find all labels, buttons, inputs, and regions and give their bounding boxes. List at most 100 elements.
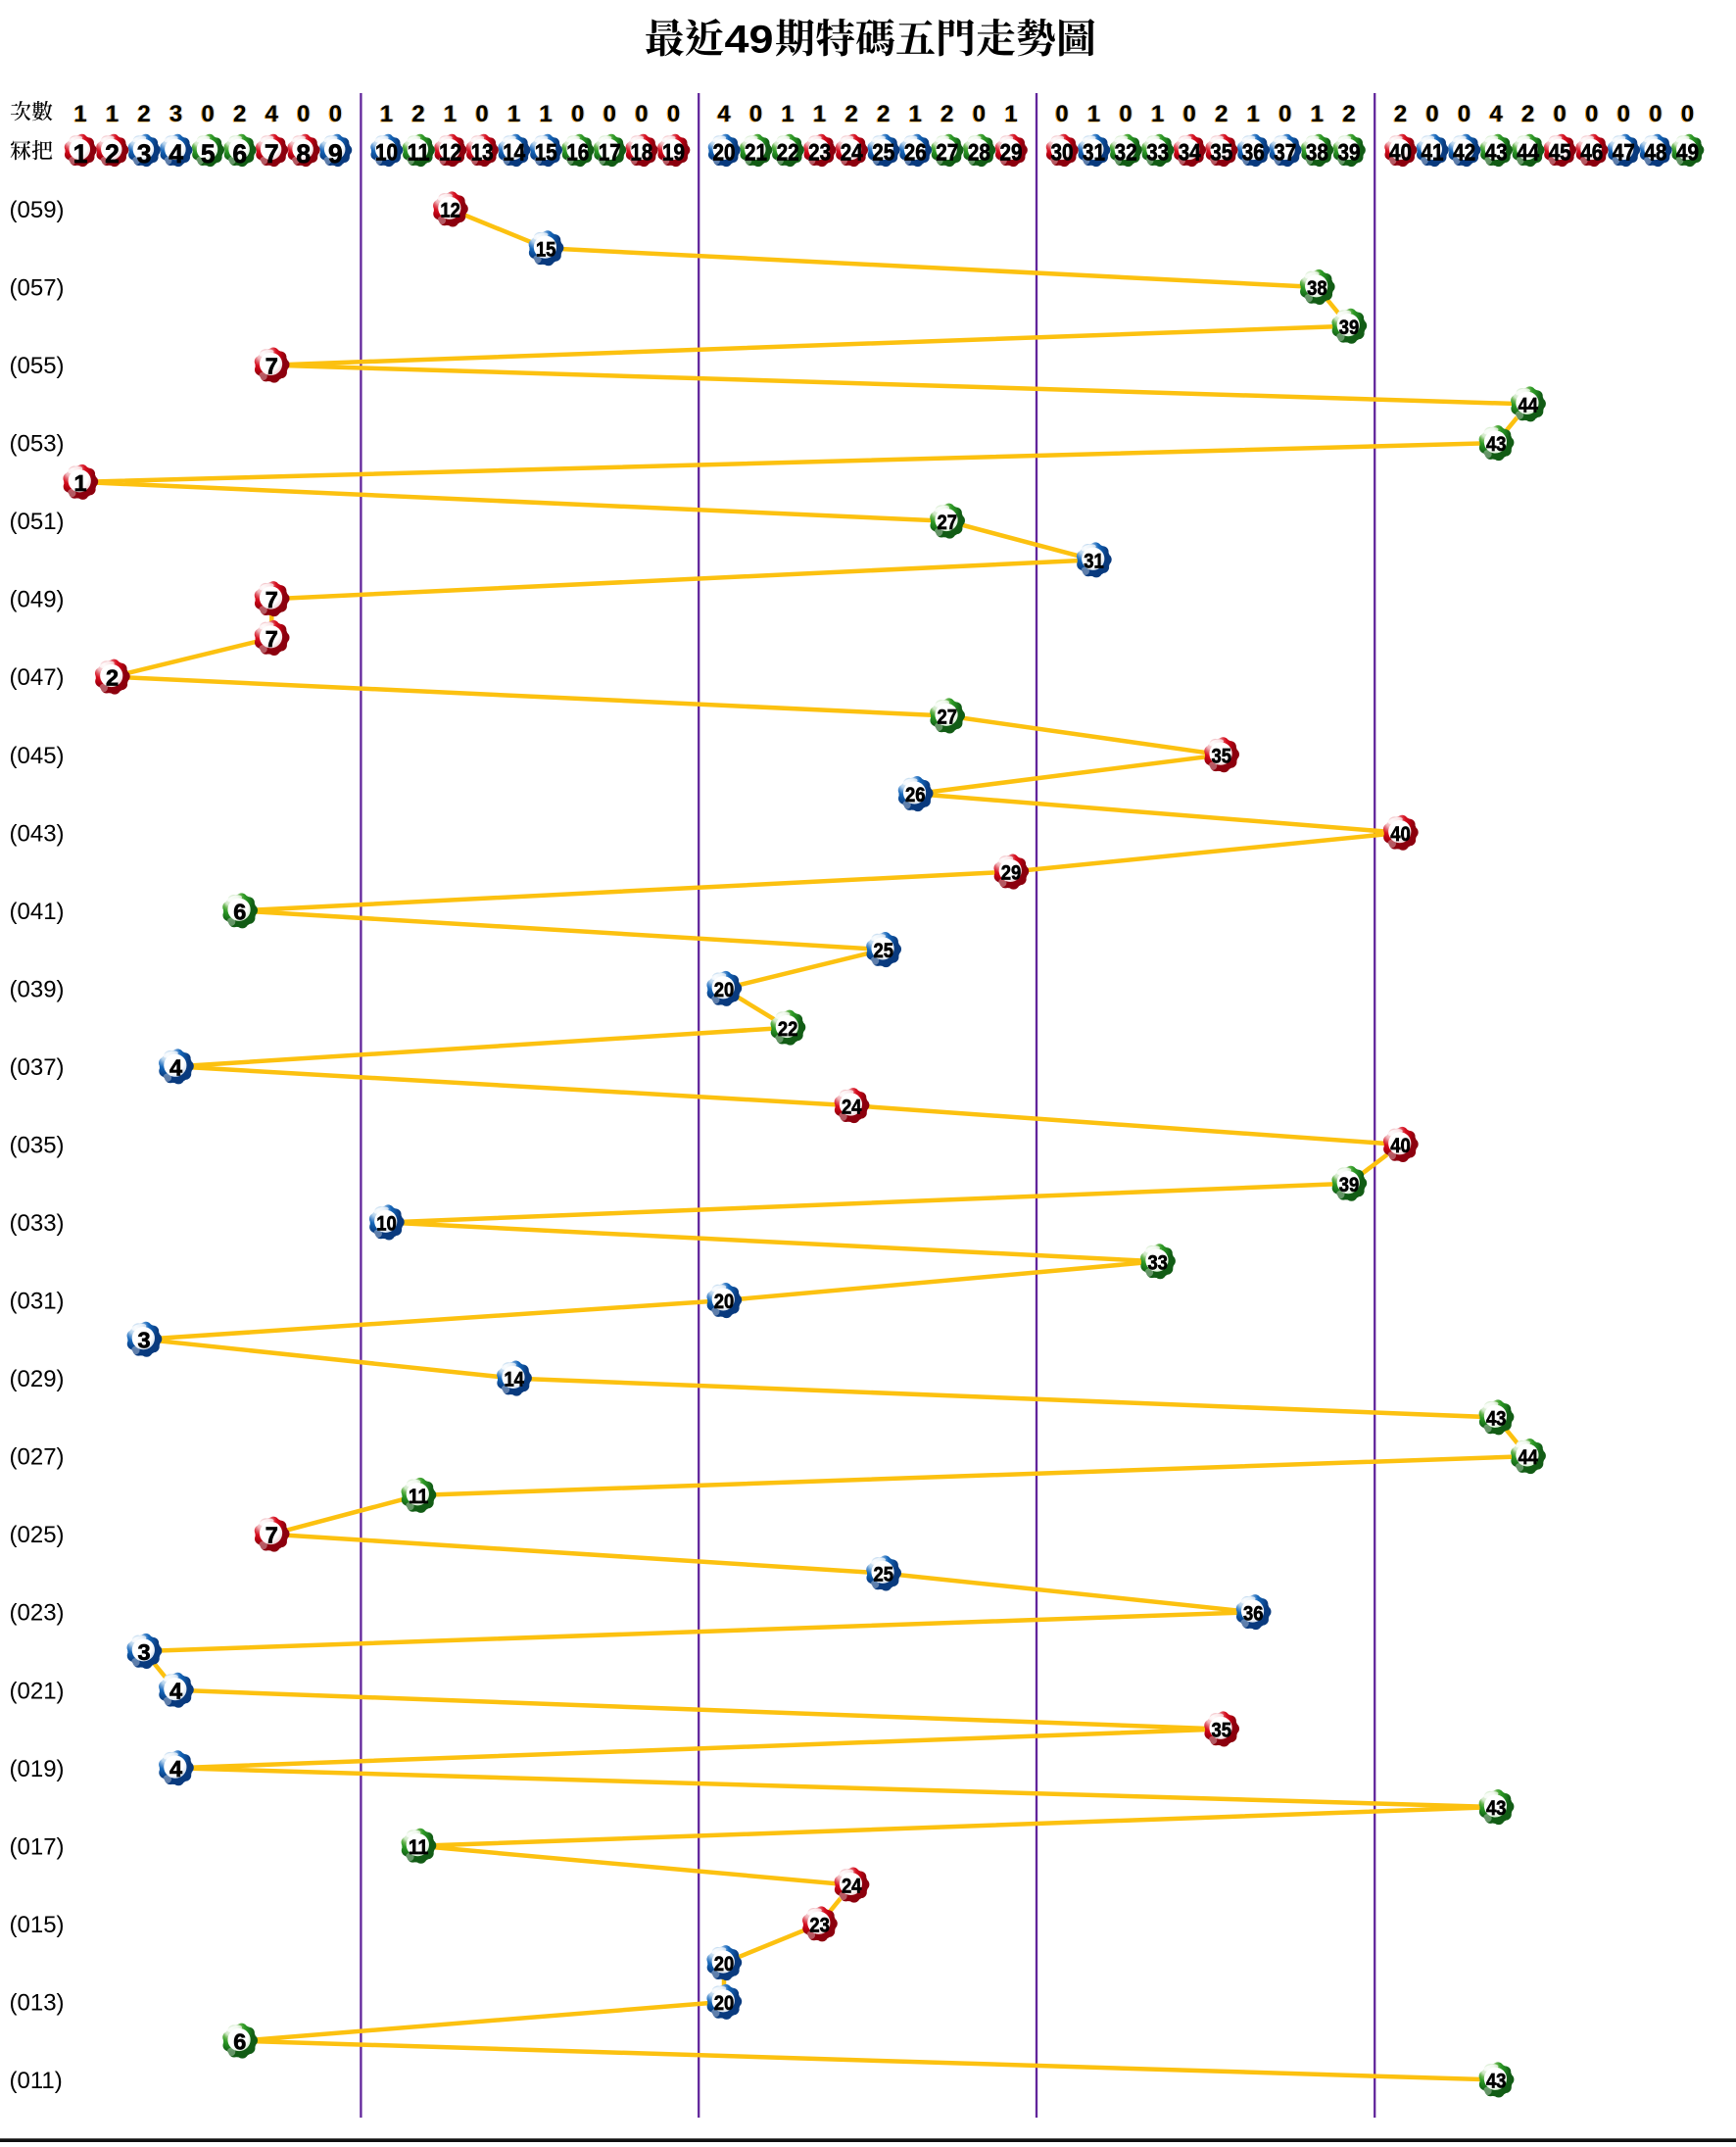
svg-text:(025): (025) — [10, 1522, 65, 1548]
svg-text:1: 1 — [107, 101, 120, 127]
svg-text:40: 40 — [1390, 822, 1411, 846]
svg-text:44: 44 — [1517, 140, 1540, 167]
svg-text:31: 31 — [1083, 140, 1105, 167]
svg-text:0: 0 — [1584, 101, 1597, 127]
svg-text:4: 4 — [1488, 101, 1502, 127]
svg-text:2: 2 — [940, 101, 953, 127]
svg-text:44: 44 — [1518, 1445, 1538, 1469]
svg-text:1: 1 — [1087, 101, 1100, 127]
svg-text:0: 0 — [1554, 101, 1567, 127]
svg-text:1: 1 — [1247, 101, 1260, 127]
svg-text:0: 0 — [1279, 101, 1292, 127]
svg-text:1: 1 — [540, 101, 553, 127]
svg-text:0: 0 — [1119, 101, 1132, 127]
svg-text:28: 28 — [968, 140, 990, 167]
svg-text:1: 1 — [1086, 101, 1099, 127]
svg-text:2: 2 — [1342, 101, 1355, 127]
svg-text:6: 6 — [233, 2029, 246, 2055]
svg-text:21: 21 — [745, 140, 767, 167]
svg-text:0: 0 — [750, 101, 763, 127]
svg-text:3: 3 — [170, 101, 183, 127]
svg-text:2: 2 — [876, 101, 889, 127]
svg-text:29: 29 — [1001, 861, 1022, 885]
svg-text:1: 1 — [1312, 101, 1325, 127]
svg-text:0: 0 — [474, 101, 487, 127]
svg-text:43: 43 — [1486, 2070, 1507, 2093]
svg-text:1: 1 — [73, 470, 86, 496]
svg-text:4: 4 — [718, 101, 732, 127]
svg-text:2: 2 — [844, 101, 856, 127]
svg-text:0: 0 — [666, 101, 679, 127]
svg-text:41: 41 — [1422, 140, 1444, 167]
svg-text:1: 1 — [444, 101, 457, 127]
svg-text:0: 0 — [748, 101, 761, 127]
svg-text:34: 34 — [1179, 140, 1202, 167]
svg-text:38: 38 — [1307, 276, 1327, 300]
svg-text:0: 0 — [1618, 101, 1631, 127]
svg-text:47: 47 — [1613, 140, 1635, 167]
svg-text:(015): (015) — [10, 1912, 65, 1938]
svg-text:1: 1 — [1248, 101, 1261, 127]
svg-text:2: 2 — [941, 101, 954, 127]
svg-text:0: 0 — [477, 101, 490, 127]
svg-text:12: 12 — [439, 140, 461, 167]
svg-text:4: 4 — [169, 1756, 182, 1781]
svg-text:23: 23 — [809, 1914, 830, 1937]
svg-text:2: 2 — [234, 101, 247, 127]
svg-text:15: 15 — [536, 237, 556, 261]
svg-text:7: 7 — [265, 354, 278, 379]
svg-text:35: 35 — [1212, 1719, 1232, 1742]
svg-text:4: 4 — [169, 139, 183, 169]
svg-text:39: 39 — [1339, 1173, 1360, 1196]
svg-text:26: 26 — [905, 783, 926, 806]
svg-text:(027): (027) — [10, 1444, 65, 1471]
svg-text:2: 2 — [878, 101, 891, 127]
svg-text:2: 2 — [137, 101, 150, 127]
svg-text:(013): (013) — [10, 1989, 65, 2016]
svg-text:36: 36 — [1242, 140, 1265, 167]
svg-text:2: 2 — [139, 101, 152, 127]
svg-text:(023): (023) — [10, 1600, 65, 1627]
svg-text:43: 43 — [1485, 140, 1508, 167]
svg-text:0: 0 — [200, 101, 213, 127]
svg-text:27: 27 — [938, 706, 958, 729]
svg-text:0: 0 — [603, 101, 616, 127]
svg-text:29: 29 — [1000, 140, 1023, 167]
svg-text:33: 33 — [1147, 1250, 1168, 1274]
svg-text:10: 10 — [375, 140, 398, 167]
svg-text:2: 2 — [940, 101, 952, 127]
svg-text:2: 2 — [233, 101, 246, 127]
svg-text:1: 1 — [780, 101, 793, 127]
svg-text:40: 40 — [1390, 1134, 1411, 1157]
svg-text:0: 0 — [1426, 101, 1439, 127]
svg-text:0: 0 — [668, 101, 681, 127]
svg-text:18: 18 — [630, 140, 652, 167]
svg-text:2: 2 — [1395, 101, 1408, 127]
svg-text:1: 1 — [73, 101, 86, 127]
svg-text:0: 0 — [1649, 101, 1662, 127]
svg-text:0: 0 — [1617, 101, 1630, 127]
svg-text:23: 23 — [808, 140, 831, 167]
svg-text:2: 2 — [1341, 101, 1354, 127]
svg-text:0: 0 — [1121, 101, 1133, 127]
svg-text:43: 43 — [1486, 1796, 1507, 1820]
svg-text:2: 2 — [136, 101, 149, 127]
svg-text:(059): (059) — [10, 197, 65, 223]
svg-text:0: 0 — [1278, 101, 1290, 127]
svg-text:(041): (041) — [10, 899, 65, 925]
svg-text:1: 1 — [1004, 101, 1017, 127]
svg-text:(047): (047) — [10, 664, 65, 691]
svg-text:(057): (057) — [10, 275, 65, 302]
svg-text:(019): (019) — [10, 1756, 65, 1782]
svg-text:1: 1 — [72, 101, 85, 127]
svg-text:0: 0 — [330, 101, 343, 127]
svg-text:15: 15 — [535, 140, 557, 167]
svg-text:1: 1 — [445, 101, 458, 127]
svg-text:0: 0 — [634, 101, 647, 127]
svg-text:1: 1 — [909, 101, 922, 127]
svg-text:0: 0 — [1616, 101, 1629, 127]
svg-text:0: 0 — [1056, 101, 1069, 127]
svg-text:2: 2 — [1343, 101, 1356, 127]
svg-text:0: 0 — [1459, 101, 1471, 127]
svg-text:0: 0 — [570, 101, 583, 127]
